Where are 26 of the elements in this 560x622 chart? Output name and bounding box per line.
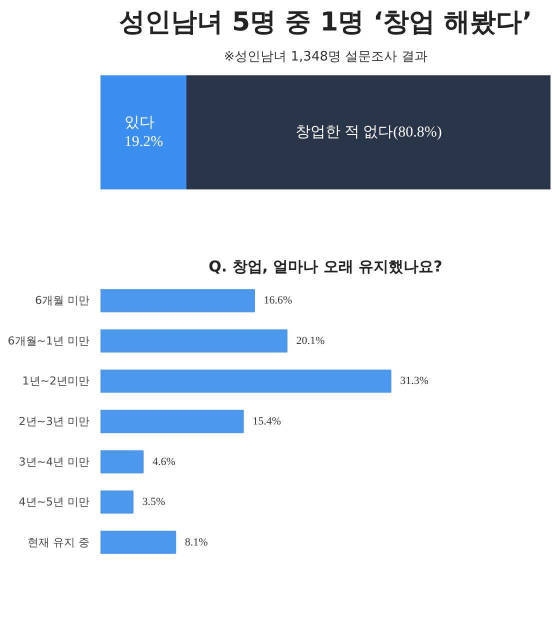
bar: [100, 410, 244, 434]
y-tick-label: 3년~4년 미만: [18, 455, 90, 468]
bar: [100, 329, 288, 353]
data-label: 창업한 적 없다(80.8%): [296, 124, 442, 140]
y-tick-label: 6개월~1년 미만: [8, 334, 90, 348]
data-label: 4.6%: [152, 456, 176, 468]
chart-title: Q. 창업, 얼마나 오래 유지했나요?: [208, 258, 442, 276]
data-label: 3.5%: [142, 496, 166, 508]
bar: [100, 450, 144, 474]
bar: [100, 370, 392, 393]
bar: [100, 530, 176, 554]
data-label: 있다 19.2%: [124, 114, 164, 150]
bar: [100, 490, 134, 514]
y-tick-label: 6개월 미만: [35, 294, 90, 308]
y-tick-label: 4년~5년 미만: [18, 496, 90, 509]
data-label: 8.1%: [184, 536, 208, 548]
y-tick-label: 2년~3년 미만: [18, 415, 90, 428]
data-label: 15.4%: [252, 416, 282, 428]
data-label: 31.3%: [400, 375, 429, 388]
data-label: 16.6%: [264, 294, 292, 307]
chart-title: 성인남녀 5명 중 1명 ‘창업 해봤다’: [118, 8, 532, 38]
y-tick-label: 1년~2년미만: [22, 374, 90, 388]
chart-subtitle: ※성인남녀 1,348명 설문조사 결과: [224, 50, 428, 64]
y-tick-label: 현재 유지 중: [28, 536, 90, 549]
bar: [100, 289, 255, 312]
data-label: 20.1%: [296, 334, 325, 347]
